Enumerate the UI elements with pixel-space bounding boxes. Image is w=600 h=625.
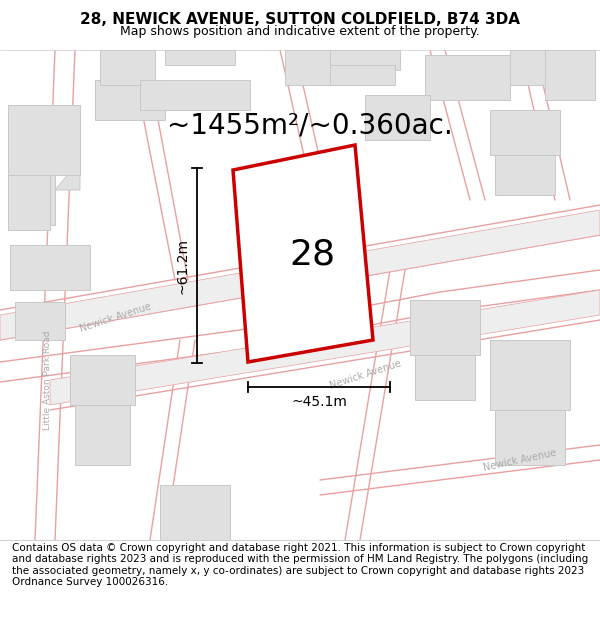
Text: Map shows position and indicative extent of the property.: Map shows position and indicative extent… xyxy=(120,24,480,38)
Polygon shape xyxy=(165,50,235,65)
Polygon shape xyxy=(425,55,510,100)
Text: ~61.2m: ~61.2m xyxy=(176,238,190,294)
Polygon shape xyxy=(10,245,90,290)
Text: ~45.1m: ~45.1m xyxy=(291,395,347,409)
Polygon shape xyxy=(365,95,430,140)
Polygon shape xyxy=(410,300,480,355)
Polygon shape xyxy=(15,302,65,340)
Polygon shape xyxy=(75,405,130,465)
Text: Newick Avenue: Newick Avenue xyxy=(78,302,152,334)
Polygon shape xyxy=(95,80,165,120)
Text: Contains OS data © Crown copyright and database right 2021. This information is : Contains OS data © Crown copyright and d… xyxy=(12,542,588,588)
Polygon shape xyxy=(8,175,50,230)
Polygon shape xyxy=(160,485,230,540)
Polygon shape xyxy=(100,50,155,85)
Text: Little Aston Park Road: Little Aston Park Road xyxy=(43,330,52,430)
Polygon shape xyxy=(285,50,330,85)
Polygon shape xyxy=(495,155,555,195)
Polygon shape xyxy=(10,160,55,225)
Polygon shape xyxy=(140,80,250,110)
Text: Newick Avenue: Newick Avenue xyxy=(328,359,402,391)
Polygon shape xyxy=(415,355,475,400)
Polygon shape xyxy=(50,290,600,405)
Text: Newick Avenue: Newick Avenue xyxy=(482,448,557,472)
Text: 28, NEWICK AVENUE, SUTTON COLDFIELD, B74 3DA: 28, NEWICK AVENUE, SUTTON COLDFIELD, B74… xyxy=(80,12,520,28)
Polygon shape xyxy=(545,50,595,100)
Polygon shape xyxy=(0,210,600,340)
Polygon shape xyxy=(490,340,570,410)
Polygon shape xyxy=(330,50,400,70)
Text: 28: 28 xyxy=(289,238,335,271)
Polygon shape xyxy=(490,110,560,155)
Text: ~1455m²/~0.360ac.: ~1455m²/~0.360ac. xyxy=(167,111,453,139)
Polygon shape xyxy=(233,145,373,362)
Polygon shape xyxy=(10,105,80,160)
Polygon shape xyxy=(70,355,135,405)
Polygon shape xyxy=(8,105,80,175)
Polygon shape xyxy=(510,50,555,85)
Polygon shape xyxy=(495,410,565,465)
Polygon shape xyxy=(320,65,395,85)
Polygon shape xyxy=(55,160,80,190)
